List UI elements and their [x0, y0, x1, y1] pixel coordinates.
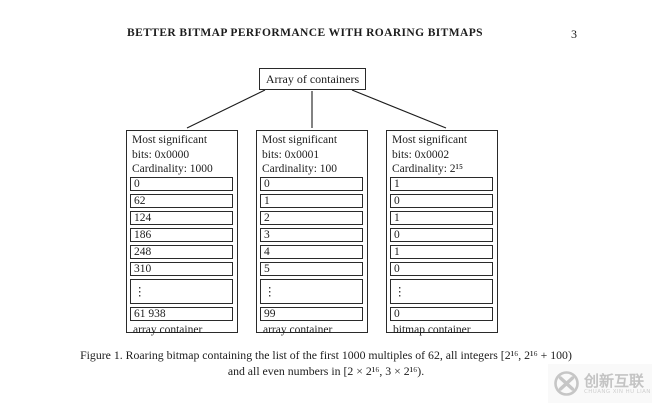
value-row: 1: [390, 211, 493, 225]
watermark-logo-icon: [554, 371, 579, 396]
array-of-containers-box: Array of containers: [259, 68, 366, 90]
page-number: 3: [571, 27, 577, 41]
value-row: 1: [390, 245, 493, 259]
watermark-subtitle: CHUANG XIN HU LIAN: [584, 388, 651, 395]
value-row: 1: [390, 177, 493, 191]
running-head: BETTER BITMAP PERFORMANCE WITH ROARING B…: [127, 27, 483, 39]
value-row: 3: [260, 228, 363, 242]
value-row: 0: [390, 262, 493, 276]
container-header-line: Most significant: [392, 134, 468, 146]
value-row: 2: [260, 211, 363, 225]
container-type-label: array container: [133, 324, 203, 336]
figure-caption-line-2: and all even numbers in [2 × 2¹⁶, 3 × 2¹…: [227, 364, 425, 378]
array-of-containers-label: Array of containers: [265, 71, 360, 86]
value-row: 99: [260, 307, 363, 321]
watermark-text: 创新互联 CHUANG XIN HU LIAN: [584, 373, 651, 395]
container-box-0x0001: Most significant bits: 0x0001 Cardinalit…: [256, 130, 368, 336]
container-header: Most significant bits: 0x0000 Cardinalit…: [130, 133, 233, 177]
value-row: 248: [130, 245, 233, 259]
value-row: 62: [130, 194, 233, 208]
value-row: 1: [260, 194, 363, 208]
container-header-line: Cardinality: 100: [262, 163, 338, 176]
container-box-0x0002: Most significant bits: 0x0002 Cardinalit…: [386, 130, 498, 336]
container-header-line: bits: 0x0001: [262, 148, 320, 161]
figure-caption: Figure 1. Roaring bitmap containing the …: [6, 347, 646, 379]
watermark: 创新互联 CHUANG XIN HU LIAN: [548, 364, 652, 403]
value-row: 0: [390, 307, 493, 321]
container-header-line: Most significant: [262, 134, 338, 146]
container-header-line: Cardinality: 2¹⁵: [392, 163, 464, 176]
value-row: 4: [260, 245, 363, 259]
container-header-line: bits: 0x0002: [392, 148, 450, 161]
value-row: 61 938: [130, 307, 233, 321]
container-box-0x0000: Most significant bits: 0x0000 Cardinalit…: [126, 130, 238, 336]
value-row: 5: [260, 262, 363, 276]
figure-caption-line-1: Figure 1. Roaring bitmap containing the …: [80, 348, 572, 362]
ellipsis-row: ⋮: [130, 279, 233, 304]
ellipsis-row: ⋮: [390, 279, 493, 304]
watermark-name: 创新互联: [584, 371, 645, 390]
value-row: 0: [390, 228, 493, 242]
value-row: 310: [130, 262, 233, 276]
container-type-label: array container: [263, 324, 333, 336]
value-row: 0: [130, 177, 233, 191]
container-header-line: Cardinality: 1000: [132, 163, 213, 176]
container-header-line: Most significant: [132, 134, 208, 146]
value-row: 124: [130, 211, 233, 225]
container-header: Most significant bits: 0x0002 Cardinalit…: [390, 133, 493, 177]
value-row: 186: [130, 228, 233, 242]
container-type-label: bitmap container: [393, 324, 471, 336]
ellipsis-row: ⋮: [260, 279, 363, 304]
container-header: Most significant bits: 0x0001 Cardinalit…: [260, 133, 363, 177]
container-header-line: bits: 0x0000: [132, 148, 190, 161]
value-row: 0: [260, 177, 363, 191]
value-row: 0: [390, 194, 493, 208]
